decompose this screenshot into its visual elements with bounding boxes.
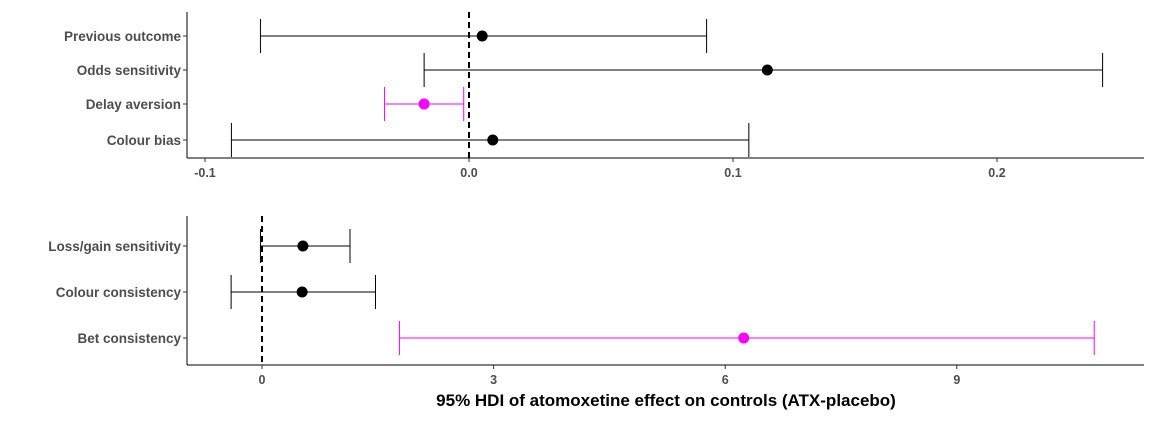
row-label: Colour bias [107, 133, 181, 148]
x-tick-label: 3 [490, 373, 497, 387]
bottom-forest-panel: 0 3 6 9 Loss/gain sensitivity Colour consiste… [48, 216, 1144, 387]
estimate-point [487, 134, 499, 146]
estimate-point [738, 332, 750, 344]
estimate-point [297, 240, 309, 252]
row-label: Delay aversion [86, 97, 181, 112]
x-tick-label: -0.1 [194, 166, 216, 180]
row-label: Bet consistency [77, 331, 181, 346]
x-tick-label: 6 [722, 373, 729, 387]
row-label: Previous outcome [64, 29, 182, 44]
x-tick-label: 9 [953, 373, 960, 387]
row-label: Odds sensitivity [77, 63, 182, 78]
estimate-point [761, 64, 773, 76]
estimate-point [296, 286, 308, 298]
row-label: Colour consistency [56, 285, 182, 300]
row-label: Loss/gain sensitivity [48, 239, 181, 254]
x-axis-title: 95% HDI of atomoxetine effect on control… [436, 391, 896, 410]
x-tick-label: 0.1 [724, 166, 741, 180]
estimate-point [418, 98, 430, 110]
estimate-point [476, 30, 488, 42]
top-forest-panel: -0.1 0.0 0.1 0.2 Previous outcome Odds sensit… [64, 12, 1144, 180]
x-tick-label: 0 [259, 373, 266, 387]
x-tick-label: 0.0 [460, 166, 477, 180]
x-tick-label: 0.2 [988, 166, 1005, 180]
